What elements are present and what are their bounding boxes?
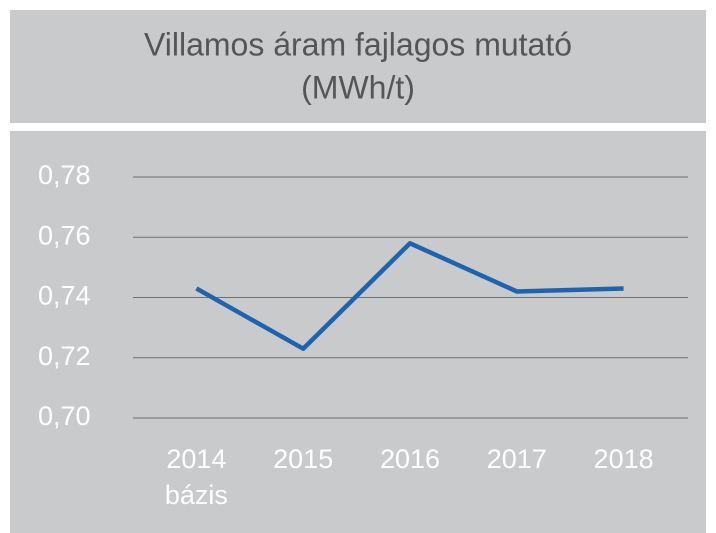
x-tick-label: 2018	[594, 444, 654, 474]
x-tick-label: 2014	[166, 444, 226, 474]
y-tick-label: 0,70	[38, 401, 91, 431]
line	[195, 241, 624, 351]
title-box	[10, 10, 706, 123]
x-tick-label: 2017	[487, 444, 547, 474]
y-tick-label: 0,74	[38, 281, 91, 311]
y-tick-label: 0,78	[38, 160, 91, 190]
chart-title: (MWh/t)	[301, 69, 415, 105]
plot-box	[10, 131, 706, 533]
x-tick-label: 2015	[273, 444, 333, 474]
y-tick-label: 0,76	[38, 220, 91, 250]
chart-title: Villamos áram fajlagos mutató	[144, 26, 572, 62]
x-tick-annotation: bázis	[165, 480, 228, 510]
x-tick-label: 2016	[380, 444, 440, 474]
y-tick-label: 0,72	[38, 341, 91, 371]
